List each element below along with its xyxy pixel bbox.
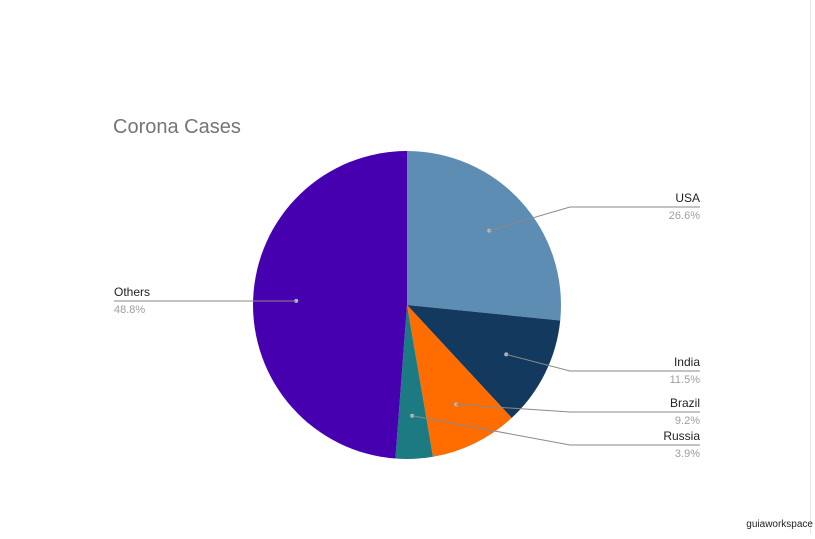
pie-slice-brazil	[407, 305, 512, 457]
right-edge-divider	[810, 0, 811, 534]
slice-label-others: Others	[114, 285, 150, 299]
slice-percent-russia: 3.9%	[675, 448, 700, 460]
pie-slice-usa	[407, 151, 561, 321]
chart-title: Corona Cases	[113, 116, 241, 138]
slice-percent-others: 48.8%	[114, 304, 145, 316]
slice-percent-brazil: 9.2%	[675, 415, 700, 427]
pie-slice-others	[253, 151, 407, 459]
pie-slice-india	[407, 305, 561, 418]
slice-percent-india: 11.5%	[670, 374, 701, 386]
slice-percent-usa: 26.6%	[669, 210, 700, 222]
slice-label-russia: Russia	[663, 429, 700, 443]
leader-line-india	[506, 353, 700, 372]
leader-line-brazil	[456, 403, 700, 413]
leader-line-usa	[489, 206, 700, 232]
watermark-text: guiaworkspace	[746, 519, 813, 530]
slice-label-brazil: Brazil	[670, 396, 700, 410]
slice-label-india: India	[674, 355, 700, 369]
leader-line-russia	[412, 415, 700, 446]
slice-label-usa: USA	[675, 191, 700, 205]
pie-labels: USA 26.6% India 11.5% Brazil 9.2% Russia 3.9% Ot…	[114, 191, 700, 460]
pie-slice-russia	[395, 305, 433, 459]
pie-slices	[253, 151, 561, 459]
